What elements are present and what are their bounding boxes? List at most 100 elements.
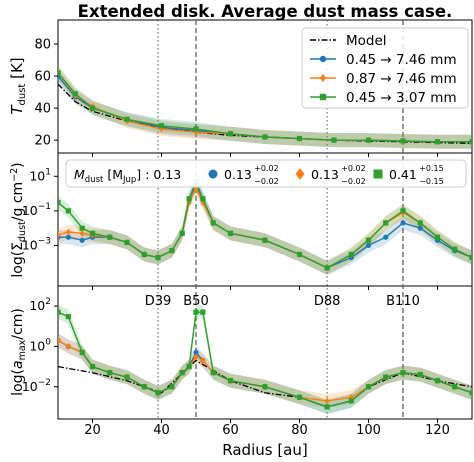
xtick-label-2: 60 bbox=[222, 423, 239, 438]
point-bottom-3-16 bbox=[296, 394, 303, 400]
band-middle-1 bbox=[58, 181, 472, 275]
legend-top-label-1: 0.45 → 7.46 mm bbox=[346, 52, 457, 68]
point-middle-2-12 bbox=[200, 196, 206, 202]
legend-middle-sub-0: −0.02 bbox=[254, 177, 279, 186]
ring-label-1: B50 bbox=[183, 294, 208, 309]
series-group-middle bbox=[58, 174, 472, 275]
legend-top-marker-3 bbox=[319, 93, 327, 101]
point-middle-1-0 bbox=[58, 231, 61, 239]
y-axis-label-top: Tdust [K] bbox=[8, 57, 28, 114]
point-bottom-1-11 bbox=[193, 349, 199, 356]
point-top-3-0 bbox=[58, 70, 61, 76]
legend-middle-entry-0: 0.13 +0.02 −0.02 bbox=[208, 164, 279, 186]
legend-middle-sub-2: −0.15 bbox=[419, 177, 444, 186]
legend-middle-entry-1: 0.13 +0.02 −0.02 bbox=[295, 164, 366, 186]
point-middle-2-4 bbox=[107, 234, 113, 240]
point-middle-2-6 bbox=[141, 251, 147, 258]
legend-middle-value-2: 0.41 bbox=[389, 167, 417, 182]
legend-middle-entry-2: 0.41 +0.15 −0.15 bbox=[373, 164, 444, 186]
series-line-bottom-3 bbox=[58, 311, 472, 408]
series-group-top bbox=[58, 65, 472, 149]
point-top-3-10 bbox=[365, 137, 372, 143]
point-middle-2-16 bbox=[296, 251, 303, 258]
x-axis-label: Radius [au] bbox=[222, 441, 307, 459]
panel-bottom bbox=[57, 285, 473, 420]
point-bottom-3-24 bbox=[452, 384, 458, 390]
point-bottom-3-6 bbox=[141, 384, 147, 390]
panel-bottom-frame bbox=[57, 285, 473, 420]
point-top-3-3 bbox=[124, 116, 130, 122]
point-top-3-8 bbox=[296, 135, 303, 142]
ytick-label-bot-2: 102 bbox=[29, 297, 51, 313]
point-bottom-3-11 bbox=[193, 309, 199, 315]
legend-top-marker-1 bbox=[319, 55, 327, 63]
point-middle-2-0 bbox=[58, 200, 61, 206]
point-top-3-9 bbox=[331, 137, 337, 143]
ytick-label-bot-0: 10−2 bbox=[22, 378, 51, 394]
ytick-label-mid-2: 101 bbox=[29, 167, 51, 183]
axes-layer: D39 B50 D88 B110 20 40 60 80 100 120 20 40 60 80 10−3 1… bbox=[22, 38, 450, 438]
point-middle-2-24 bbox=[452, 246, 458, 252]
point-top-3-1 bbox=[72, 91, 78, 97]
point-bottom-3-18 bbox=[348, 398, 354, 404]
y-axis-label-middle: log(Σdust/g cm−2) bbox=[9, 162, 28, 277]
point-bottom-3-14 bbox=[227, 378, 234, 384]
legend-top-label-3: 0.45 → 3.07 mm bbox=[346, 90, 457, 106]
point-middle-1-1 bbox=[65, 228, 71, 236]
legend-top-marker-2 bbox=[319, 73, 327, 83]
legend-top-entry-3: 0.45 → 3.07 mm bbox=[310, 90, 457, 106]
ytick-label-mid-0: 10−3 bbox=[22, 236, 51, 252]
point-middle-2-25 bbox=[469, 254, 472, 261]
ring-label-3: B110 bbox=[386, 294, 420, 309]
point-middle-0-1 bbox=[65, 234, 71, 240]
point-bottom-3-7 bbox=[155, 390, 161, 396]
point-middle-0-22 bbox=[417, 225, 423, 231]
point-bottom-3-21 bbox=[400, 370, 406, 376]
band-bottom-3 bbox=[58, 305, 472, 414]
figure-title: Extended disk. Average dust mass case. bbox=[78, 2, 453, 21]
legend-middle-value-0: 0.13 bbox=[224, 167, 252, 182]
y-axis-label-bottom: log(amax/cm) bbox=[10, 308, 28, 396]
point-middle-0-19 bbox=[365, 242, 372, 249]
point-bottom-3-2 bbox=[79, 349, 85, 356]
xtick-label-1: 40 bbox=[153, 423, 170, 438]
point-middle-1-2 bbox=[79, 229, 85, 237]
legend-middle-frame bbox=[65, 159, 467, 188]
band-bottom-1 bbox=[58, 333, 472, 414]
legend-middle-prefix: Mdust [MJup] : 0.13 bbox=[74, 167, 181, 185]
series-line-top-3 bbox=[58, 72, 472, 143]
point-bottom-3-10 bbox=[186, 363, 192, 370]
point-middle-2-3 bbox=[89, 230, 96, 236]
point-middle-2-21 bbox=[400, 208, 406, 214]
band-middle-2 bbox=[58, 174, 472, 275]
ytick-label-top-3: 80 bbox=[34, 38, 51, 53]
point-top-3-6 bbox=[227, 131, 234, 137]
legend-middle: Mdust [MJup] : 0.13 0.13 +0.02−0.02 0.13 +0.… bbox=[65, 159, 467, 188]
point-top-3-13 bbox=[469, 139, 472, 145]
legend-middle-sup-1: +0.02 bbox=[341, 164, 366, 173]
point-middle-2-23 bbox=[434, 234, 441, 240]
point-top-3-2 bbox=[89, 105, 96, 111]
point-middle-2-7 bbox=[155, 254, 161, 261]
series-layer bbox=[58, 65, 472, 414]
point-bottom-3-5 bbox=[124, 374, 130, 380]
legend-middle-marker-0 bbox=[208, 169, 218, 179]
xtick-label-5: 120 bbox=[425, 423, 450, 438]
point-bottom-3-15 bbox=[262, 384, 268, 390]
point-middle-0-20 bbox=[383, 234, 389, 240]
point-middle-0-2 bbox=[79, 237, 85, 243]
legend-top-entry-1: 0.45 → 7.46 mm bbox=[310, 52, 457, 68]
point-middle-2-15 bbox=[262, 237, 268, 243]
legend-top-label-2: 0.87 → 7.46 mm bbox=[346, 71, 457, 87]
point-bottom-3-0 bbox=[58, 309, 61, 315]
point-top-3-11 bbox=[400, 138, 406, 144]
series-line-top-0 bbox=[58, 83, 472, 145]
legend-middle-marker-2 bbox=[373, 169, 383, 179]
point-bottom-3-4 bbox=[107, 370, 113, 376]
legend-top-entry-0: Model bbox=[310, 33, 387, 49]
point-middle-2-22 bbox=[417, 220, 423, 226]
point-bottom-2-12 bbox=[200, 357, 206, 364]
series-line-middle-2 bbox=[58, 179, 472, 269]
legend-middle-sub-1: −0.02 bbox=[341, 177, 366, 186]
